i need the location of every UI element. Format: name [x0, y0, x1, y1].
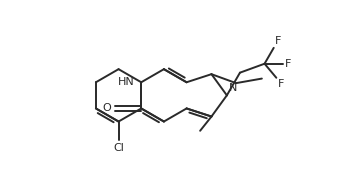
- Text: O: O: [102, 103, 111, 113]
- Text: N: N: [229, 83, 238, 93]
- Text: F: F: [275, 36, 282, 46]
- Text: F: F: [278, 79, 284, 89]
- Text: HN: HN: [118, 77, 135, 87]
- Text: F: F: [284, 59, 291, 69]
- Text: Cl: Cl: [113, 143, 124, 153]
